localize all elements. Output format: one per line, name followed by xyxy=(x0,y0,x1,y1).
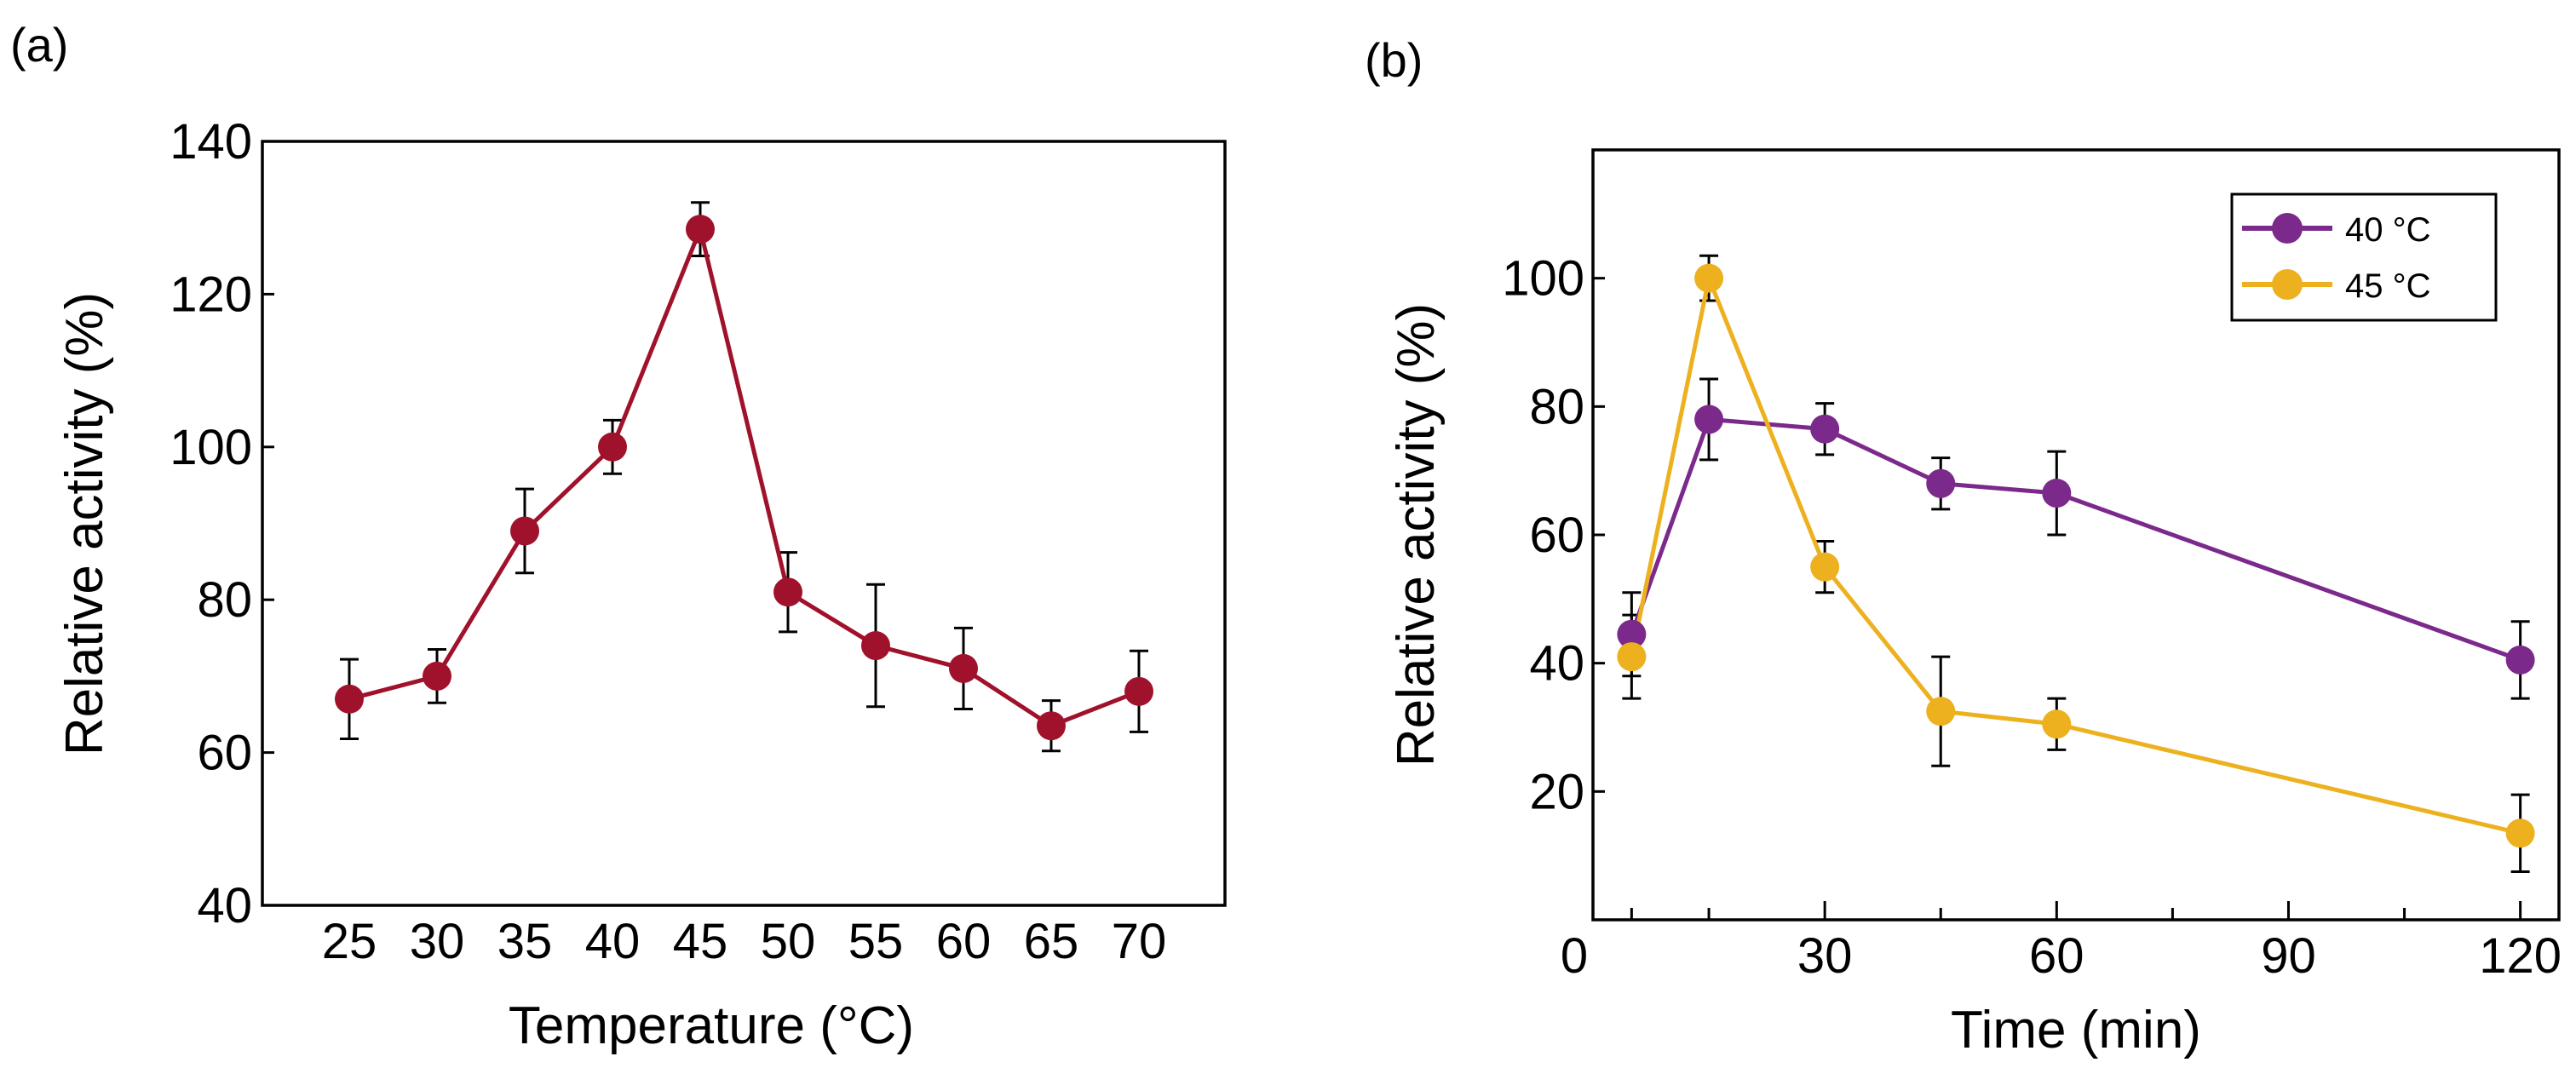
panel-a-point-25 xyxy=(335,684,364,714)
panel-a-x-tick-label-40: 40 xyxy=(585,914,641,969)
panel-b-point-40c-60 xyxy=(2042,479,2072,508)
panel-b-x-tick-label-90: 90 xyxy=(2261,928,2316,984)
panel-b-legend: 40 °C 45 °C xyxy=(2230,192,2498,322)
panel-b-point-40c-15 xyxy=(1694,405,1724,434)
panel-b-y-tick-label-20: 20 xyxy=(1529,764,1584,819)
panel-a-y-tick-label-140: 140 xyxy=(170,114,252,169)
panel-a-x-tick-label-55: 55 xyxy=(848,914,904,969)
legend-label-40c: 40 °C xyxy=(2345,211,2431,249)
panel-b-y-tick-label-60: 60 xyxy=(1529,508,1584,563)
panel-a-x-axis-title: Temperature (°C) xyxy=(509,996,914,1055)
legend-marker-40c xyxy=(2272,213,2303,244)
panel-a-point-45 xyxy=(686,215,715,244)
panel-a-temperature-chart: (a) 40 60 80 100 120 140 25 30 35 40 45 50 55 60 65 70… xyxy=(10,18,1227,1055)
panel-b-point-45c-15 xyxy=(1694,263,1724,293)
panel-a-point-55 xyxy=(861,631,890,661)
panel-b-label: (b) xyxy=(1365,33,1423,87)
panel-b-point-40c-120 xyxy=(2505,645,2535,675)
panel-a-x-tick-label-60: 60 xyxy=(936,914,992,969)
panel-a-x-tick-label-70: 70 xyxy=(1112,914,1167,969)
panel-b-point-45c-60 xyxy=(2042,709,2072,739)
panel-b-x-tick-label-120: 120 xyxy=(2479,928,2562,984)
panel-b-time-chart: (b) 20 40 60 80 100 0 30 60 90 120 Time (min) Re… xyxy=(1365,33,2562,1059)
panel-b-point-45c-45 xyxy=(1926,697,1956,726)
panel-a-x-tick-label-65: 65 xyxy=(1024,914,1079,969)
panel-b-y-tick-label-100: 100 xyxy=(1502,251,1584,307)
panel-a-point-65 xyxy=(1037,711,1066,741)
panel-b-x-axis-title: Time (min) xyxy=(1951,1001,2201,1059)
panel-a-y-tick-label-60: 60 xyxy=(197,726,252,781)
panel-b-point-45c-30 xyxy=(1810,552,1840,582)
panel-a-x-tick-label-45: 45 xyxy=(673,914,728,969)
panel-a-point-30 xyxy=(423,661,451,691)
panel-a-x-tick-label-35: 35 xyxy=(497,914,553,969)
panel-a-series-line xyxy=(348,227,1140,728)
panel-b-series-line-40c xyxy=(1630,416,2521,663)
panel-a-point-50 xyxy=(773,577,802,607)
panel-a-point-60 xyxy=(949,653,978,683)
panel-a-x-tick-label-30: 30 xyxy=(410,914,465,969)
panel-a-y-tick-label-40: 40 xyxy=(197,878,252,933)
panel-a-y-tick-label-80: 80 xyxy=(197,572,252,628)
legend-box xyxy=(2230,192,2498,322)
panel-b-x-tick-label-60: 60 xyxy=(2029,928,2084,984)
panel-a-label: (a) xyxy=(10,18,68,72)
panel-b-x-tick-label-0: 0 xyxy=(1561,928,1588,984)
panel-b-y-tick-label-40: 40 xyxy=(1529,636,1584,692)
panel-b-point-40c-45 xyxy=(1926,468,1956,498)
panel-b-point-45c-120 xyxy=(2505,818,2535,848)
panel-b-point-40c-30 xyxy=(1810,414,1840,444)
panel-a-x-tick-label-50: 50 xyxy=(761,914,816,969)
panel-b-point-40c-5 xyxy=(1617,619,1647,649)
panel-b-y-tick-label-80: 80 xyxy=(1529,379,1584,434)
panel-a-point-35 xyxy=(510,516,539,546)
panel-b-series-line-45c xyxy=(1629,276,2521,835)
panel-a-y-axis-title: Relative activity (%) xyxy=(55,292,114,755)
panel-b-point-45c-5 xyxy=(1617,642,1647,672)
panel-a-point-40 xyxy=(598,432,627,462)
panel-a-point-70 xyxy=(1124,676,1153,706)
panel-b-y-axis-title: Relative activity (%) xyxy=(1387,303,1446,767)
panel-a-x-tick-label-25: 25 xyxy=(322,914,377,969)
panel-a-y-tick-label-120: 120 xyxy=(170,267,252,322)
legend-marker-45c xyxy=(2272,269,2303,300)
panel-a-y-tick-label-100: 100 xyxy=(170,420,252,475)
legend-label-45c: 45 °C xyxy=(2345,267,2431,305)
panel-b-x-tick-label-30: 30 xyxy=(1797,928,1853,984)
panel-a-plot-frame xyxy=(261,140,1227,907)
